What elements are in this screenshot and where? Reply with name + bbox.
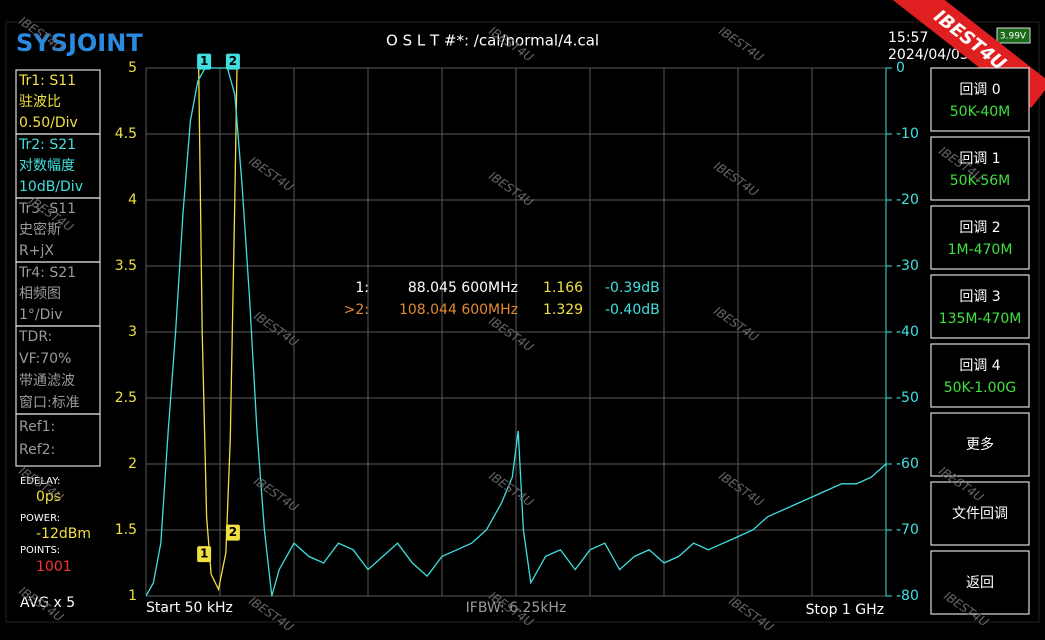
frame [5, 21, 1040, 623]
marker-s21: -0.39dB [605, 280, 660, 296]
softkey[interactable] [930, 67, 1030, 132]
softkey[interactable] [930, 343, 1030, 408]
trace-scale: 1°/Div [19, 307, 63, 323]
chart: 1 1.5 2 2.5 3 3.5 4 4.5 5 0 -10 -20 -30 -40 -50 -60 -70 -… [115, 53, 919, 604]
status-power: -12dBm [36, 526, 91, 542]
logo: SYSJOINT [16, 29, 143, 57]
softkey-range: 50K-56M [950, 173, 1010, 189]
trace-scale: 10dB/Div [19, 179, 83, 195]
trace-format: 相频图 [19, 286, 61, 302]
marker-flag-label: 2 [229, 54, 237, 68]
marker-swr: 1.329 [543, 302, 583, 318]
y2-tick-label: 0 [896, 60, 905, 76]
ref-box [15, 413, 101, 467]
softkey[interactable] [930, 205, 1030, 270]
y-tick-label: 5 [128, 60, 137, 76]
softkey[interactable] [930, 412, 1030, 477]
time: 15:57 [888, 30, 928, 46]
marker-freq: 108.044 600MHz [399, 302, 518, 318]
softkey-label: 返回 [966, 575, 994, 591]
trace-scale: R+jX [19, 243, 54, 259]
y2-tick-label: -80 [896, 588, 919, 604]
y2-tick-label: -30 [896, 258, 919, 274]
softkey-range: 135M-470M [939, 311, 1022, 327]
date: 2024/04/03 [888, 47, 969, 63]
softkey-range: 1M-470M [948, 242, 1013, 258]
marker-flag [197, 53, 212, 70]
tdr-item: TDR: [18, 329, 52, 345]
y-tick-label: 4.5 [115, 126, 137, 142]
trace-panel: Tr1: S11 驻波比 0.50/Div Tr2: S21 对数幅度 10dB/Div T… [15, 69, 101, 611]
y2-tick-label: -70 [896, 522, 919, 538]
y2-tick-label: -40 [896, 324, 919, 340]
status-points-label: POINTS: [20, 545, 60, 556]
y2-tick-label: -50 [896, 390, 919, 406]
trace-name: Tr2: S21 [18, 137, 76, 153]
y-tick-label: 4 [128, 192, 137, 208]
softkey-label: 回调 1 [959, 151, 1000, 167]
softkey-label: 文件回调 [952, 506, 1008, 522]
trace-format: 驻波比 [19, 94, 61, 110]
marker-flag [225, 53, 240, 70]
trace-format: 对数幅度 [19, 158, 75, 174]
ref-item: Ref1: [19, 419, 55, 435]
marker-flag-label: 1 [200, 54, 208, 68]
marker-flag [197, 546, 212, 563]
tdr-item: 带通滤波 [19, 373, 75, 389]
softkey[interactable] [930, 274, 1030, 339]
y-tick-label: 3.5 [115, 258, 137, 274]
trace-name: Tr4: S21 [18, 265, 76, 281]
marker-flag-label: 1 [200, 547, 208, 561]
start-freq: Start 50 kHz [146, 600, 233, 616]
trace-format: 史密斯 [19, 221, 61, 238]
trace-name: Tr3: S11 [18, 201, 76, 217]
marker-s21: -0.40dB [605, 302, 660, 318]
battery-voltage: 3.99V [1000, 32, 1027, 42]
marker-flag [225, 524, 240, 541]
y-tick-label: 1 [128, 588, 137, 604]
marker-row: 1: [355, 280, 369, 296]
status-edelay-label: EDELAY: [20, 476, 60, 487]
trace-line [197, 60, 238, 592]
y-tick-label: 2 [128, 456, 137, 472]
marker-flag-label: 2 [229, 525, 237, 539]
softkey-range: 50K-40M [950, 104, 1010, 120]
tdr-item: 窗口:标准 [19, 394, 80, 411]
tdr-item: VF:70% [19, 351, 71, 367]
softkey-range: 50K-1.00G [944, 380, 1017, 396]
softkey[interactable] [930, 481, 1030, 546]
y2-tick-label: -20 [896, 192, 919, 208]
trace-name: Tr1: S11 [18, 73, 76, 89]
marker-row: >2: [344, 302, 369, 318]
softkey-label: 回调 4 [959, 358, 1000, 374]
y-tick-label: 2.5 [115, 390, 137, 406]
status-points: 1001 [36, 559, 72, 575]
ifbw: IFBW: 6.25kHz [466, 600, 567, 616]
softkey-label: 回调 2 [959, 220, 1000, 236]
marker-swr: 1.166 [543, 280, 583, 296]
y-tick-label: 3 [128, 324, 137, 340]
ref-item: Ref2: [19, 442, 55, 458]
softkey-label: 回调 0 [959, 82, 1000, 98]
y-tick-label: 1.5 [115, 522, 137, 538]
battery [996, 27, 1031, 44]
y2-tick-label: -10 [896, 126, 919, 142]
softkey-label: 更多 [966, 436, 994, 453]
status-avg: AVG x 5 [20, 595, 75, 611]
status-edelay: 0ps [36, 489, 61, 505]
status-power-label: POWER: [20, 513, 60, 524]
trace-scale: 0.50/Div [19, 115, 78, 131]
softkey-label: 回调 3 [959, 289, 1000, 305]
stop-freq: Stop 1 GHz [806, 602, 884, 618]
cal-status: O S L T #*: /cal/normal/4.cal [386, 32, 599, 50]
y2-tick-label: -60 [896, 456, 919, 472]
softkey[interactable] [930, 550, 1030, 615]
marker-freq: 88.045 600MHz [408, 280, 518, 296]
softkey[interactable] [930, 136, 1030, 201]
softkeys: 回调 0 50K-40M 回调 1 50K-56M 回调 2 1M-470M 回调 3 135… [930, 67, 1030, 615]
